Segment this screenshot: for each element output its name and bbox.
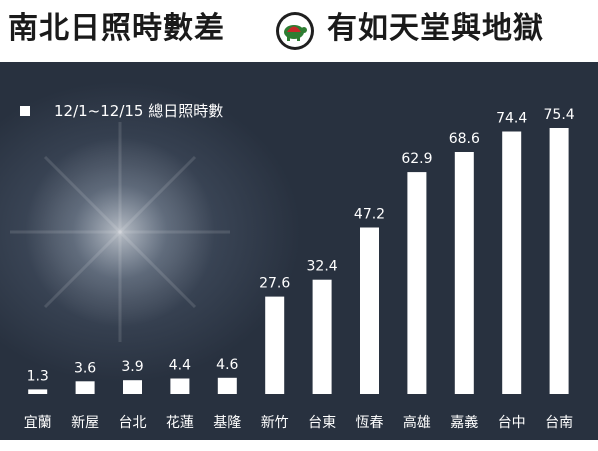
value-label-7: 47.2: [354, 207, 385, 223]
value-label-6: 32.4: [307, 259, 338, 275]
bar-7: [360, 228, 379, 395]
category-label-7: 恆春: [356, 415, 384, 431]
chart-area: 12/1~12/15 總日照時數 1.3 宜蘭 3.6 新屋 3.9 台北 4.4 花蓮 4.6…: [0, 62, 598, 440]
value-label-9: 68.6: [449, 131, 480, 147]
category-label-0: 宜蘭: [24, 415, 52, 431]
title-right: 有如天堂與地獄: [327, 9, 544, 49]
bar-4: [218, 378, 237, 394]
bar-6: [313, 280, 332, 394]
category-label-8: 高雄: [403, 414, 431, 431]
bar-2: [123, 380, 142, 394]
turtle-logo-icon: [275, 11, 315, 51]
value-label-8: 62.9: [401, 151, 432, 167]
category-label-10: 台中: [498, 415, 526, 431]
value-label-2: 3.9: [121, 359, 143, 375]
bar-3: [170, 379, 189, 395]
value-label-10: 74.4: [496, 111, 527, 127]
category-label-5: 新竹: [261, 415, 289, 431]
value-label-1: 3.6: [74, 360, 96, 376]
category-label-3: 花蓮: [166, 415, 194, 431]
value-label-5: 27.6: [259, 276, 290, 292]
bar-5: [265, 297, 284, 394]
value-label-4: 4.6: [216, 357, 238, 373]
bar-11: [550, 128, 569, 394]
bar-0: [28, 389, 47, 394]
bottom-strip: [0, 440, 598, 451]
title-left: 南北日照時數差: [8, 9, 225, 49]
value-label-0: 1.3: [27, 368, 49, 384]
bar-10: [502, 132, 521, 395]
category-label-9: 嘉義: [450, 414, 478, 431]
value-label-11: 75.4: [544, 107, 575, 123]
category-label-6: 台東: [308, 415, 336, 431]
bar-8: [407, 172, 426, 394]
category-label-1: 新屋: [71, 415, 99, 431]
bar-1: [76, 381, 95, 394]
bar-9: [455, 152, 474, 394]
category-label-2: 台北: [119, 415, 147, 431]
category-label-11: 台南: [545, 415, 573, 431]
value-label-3: 4.4: [169, 358, 191, 374]
bar-chart: 1.3 宜蘭 3.6 新屋 3.9 台北 4.4 花蓮 4.6 基隆 27.6 新竹 32.4 台東 47.…: [0, 62, 598, 440]
header: 南北日照時數差 有如天堂與地獄: [0, 0, 598, 62]
category-label-4: 基隆: [213, 414, 241, 431]
